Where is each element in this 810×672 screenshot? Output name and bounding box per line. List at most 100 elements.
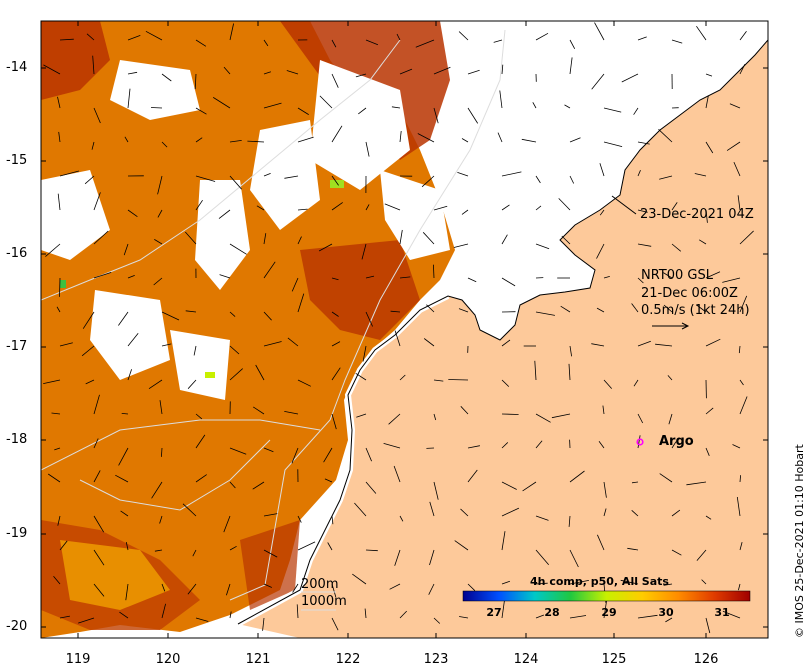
current-vector	[461, 209, 469, 215]
current-vector	[739, 475, 741, 483]
current-vector	[399, 515, 404, 522]
current-vector	[722, 277, 741, 283]
current-vector	[591, 73, 605, 90]
sst-cold-pixel	[205, 372, 215, 378]
current-vector	[187, 379, 197, 389]
current-vector	[93, 583, 105, 597]
current-vector	[417, 133, 435, 143]
current-vector	[569, 580, 589, 585]
current-vector	[229, 481, 236, 489]
current-vector	[603, 481, 607, 498]
current-vector	[671, 441, 677, 449]
lat-tick: -14	[6, 60, 28, 75]
current-vector	[569, 345, 572, 357]
current-vector	[458, 31, 469, 41]
current-vector	[292, 583, 299, 593]
current-vector	[535, 440, 543, 449]
current-vector	[461, 138, 469, 143]
current-vector	[535, 32, 549, 41]
current-vector	[263, 261, 276, 279]
current-vector	[535, 175, 541, 184]
current-vector	[739, 396, 748, 415]
current-vector	[394, 549, 401, 566]
current-vector	[551, 413, 571, 419]
current-vector	[263, 39, 269, 47]
current-vector	[501, 234, 508, 245]
current-vector	[93, 192, 101, 211]
current-vector	[195, 474, 207, 483]
current-vector	[182, 503, 197, 517]
current-vector	[93, 515, 105, 533]
current-vector	[698, 239, 707, 245]
current-vector	[705, 209, 708, 223]
current-vector	[598, 441, 605, 449]
current-vector	[390, 310, 401, 313]
current-vector	[91, 141, 95, 150]
current-vector	[365, 141, 370, 157]
current-vector	[123, 243, 129, 256]
current-vector	[433, 107, 439, 124]
current-vector	[195, 175, 216, 182]
current-vector	[659, 175, 673, 180]
current-vector	[331, 202, 343, 211]
sst-warm-patch	[240, 520, 300, 610]
current-vector	[383, 443, 401, 449]
current-vector	[56, 306, 61, 313]
current-vector	[535, 205, 542, 211]
plot-frame	[40, 20, 769, 639]
current-vector	[569, 549, 579, 568]
current-vector	[460, 508, 469, 517]
current-vector	[467, 69, 480, 75]
current-vector	[212, 97, 231, 109]
current-vector	[263, 583, 272, 588]
current-vector	[637, 277, 644, 284]
current-vector	[331, 367, 341, 381]
current-vector	[297, 541, 316, 551]
current-vector	[501, 507, 520, 517]
current-vector	[57, 96, 61, 109]
current-vector	[365, 447, 372, 462]
credit-text: © IMOS 25-Dec-2021 01:10 Hobart	[793, 444, 806, 638]
lat-tick: -20	[6, 619, 28, 634]
current-vector	[58, 131, 61, 143]
current-vector	[597, 534, 605, 551]
current-vector	[705, 407, 714, 415]
current-vector	[535, 582, 548, 585]
current-vector	[448, 379, 469, 381]
current-vector	[59, 277, 61, 297]
current-vector	[535, 549, 550, 566]
current-vector	[501, 531, 506, 551]
current-vector	[219, 274, 231, 279]
current-vector	[82, 311, 95, 329]
current-vector	[331, 125, 343, 143]
current-vector	[399, 68, 413, 75]
current-vector	[218, 209, 231, 219]
current-vector	[59, 38, 74, 41]
current-vector	[564, 104, 571, 109]
current-vector	[120, 510, 129, 517]
current-vector	[154, 239, 163, 245]
current-vector	[686, 481, 707, 486]
current-vector	[391, 106, 401, 109]
current-vector	[705, 271, 721, 279]
current-vector	[603, 276, 610, 279]
current-vector	[229, 175, 242, 190]
current-vector	[331, 39, 337, 48]
current-vector	[534, 360, 537, 381]
current-vector	[78, 617, 95, 624]
colorbar-tick: 29	[601, 606, 617, 619]
current-vector	[637, 36, 647, 41]
current-vector	[297, 136, 314, 143]
contour-1000-label: 1000m	[301, 594, 347, 609]
current-vector	[365, 311, 373, 327]
current-vector	[388, 413, 401, 425]
current-vector	[57, 193, 61, 211]
current-vector	[118, 311, 129, 326]
current-vector	[737, 195, 741, 211]
lon-tick: 126	[693, 652, 719, 667]
argo-marker	[636, 438, 644, 446]
lon-tick: 125	[601, 652, 627, 667]
current-vector	[633, 107, 639, 115]
current-vector	[671, 509, 681, 517]
